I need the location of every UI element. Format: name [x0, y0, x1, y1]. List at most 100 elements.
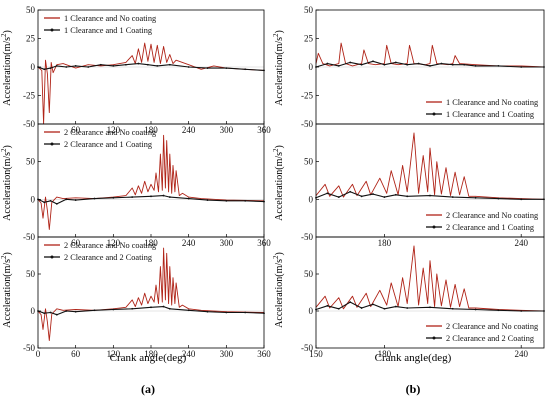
- data-point: [65, 66, 68, 68]
- y-tick-label: -25: [23, 91, 35, 101]
- data-point: [383, 196, 386, 198]
- data-point: [87, 66, 90, 68]
- data-point: [474, 196, 477, 199]
- data-point: [463, 63, 466, 66]
- legend-label: 1 Clearance and 1 Coating: [64, 26, 152, 35]
- data-point: [349, 61, 352, 64]
- data-point: [394, 61, 397, 64]
- data-point: [225, 199, 228, 202]
- ylabel-a1: Acceleration(m/s2): [0, 30, 13, 106]
- legend: 1 Clearance and No coating 1 Clearance an…: [44, 14, 156, 35]
- y-tick-label: 25: [26, 34, 36, 44]
- y-tick-label: 50: [26, 269, 36, 279]
- y-tick-label: 50: [26, 5, 36, 15]
- y-tick-label: -50: [301, 119, 313, 129]
- legend-label: 2 Clearance and No coating: [446, 322, 538, 331]
- panel-label-b: (b): [406, 382, 421, 396]
- data-point: [206, 310, 209, 313]
- plot-layer: 50 25 0 -25 -50 60 120 180 240 300 360 1 Clearance …: [23, 5, 545, 359]
- data-point: [497, 197, 500, 200]
- panel-b2: 50 0 -50 180 240 2 Clearance and No coating2 …: [301, 123, 545, 248]
- data-point: [156, 64, 159, 67]
- data-point: [49, 311, 52, 314]
- y-tick-label: 25: [304, 34, 314, 44]
- data-point: [43, 201, 46, 204]
- x-tick-label: 180: [144, 125, 158, 135]
- series-line-no_coating: [37, 247, 265, 342]
- legend-label: 2 Clearance and No coating: [64, 241, 156, 250]
- x-tick-label: 180: [144, 238, 158, 248]
- data-point: [520, 66, 523, 68]
- data-point: [162, 194, 165, 197]
- data-point: [360, 307, 363, 309]
- data-point: [383, 63, 386, 66]
- data-point: [187, 66, 190, 68]
- data-point: [168, 63, 171, 66]
- legend-label: 2 Clearance and 1 Coating: [64, 140, 152, 149]
- legend: 2 Clearance and No coating 2 Clearance an…: [426, 322, 538, 343]
- data-point: [337, 307, 340, 310]
- legend-marker: [432, 336, 436, 340]
- x-tick-label: 120: [107, 125, 121, 135]
- x-tick-label: 240: [514, 238, 528, 248]
- x-tick-label: 60: [71, 238, 81, 248]
- data-point: [150, 195, 152, 198]
- y-tick-label: 0: [31, 62, 36, 72]
- y-tick-label: -50: [23, 343, 35, 353]
- x-tick-label: 120: [107, 238, 121, 248]
- x-tick-label: 240: [514, 349, 528, 359]
- x-tick-label: 150: [309, 349, 323, 359]
- legend-marker: [432, 225, 436, 229]
- axes-frame: [315, 236, 545, 349]
- x-tick-label: 240: [182, 349, 196, 359]
- legend-marker: [50, 255, 54, 259]
- legend: 2 Clearance and No coating 2 Clearance an…: [44, 241, 156, 262]
- x-tick-label: 0: [36, 349, 41, 359]
- data-point: [244, 68, 247, 71]
- data-point: [520, 198, 523, 201]
- data-point: [225, 67, 228, 70]
- data-point: [74, 199, 77, 201]
- x-tick-label: 120: [107, 349, 121, 359]
- data-point: [326, 62, 329, 65]
- series-line-no_coating: [315, 42, 545, 68]
- data-point: [146, 63, 149, 66]
- data-point: [187, 309, 190, 312]
- data-point: [131, 307, 134, 310]
- x-tick-label: 300: [220, 349, 234, 359]
- data-point: [187, 197, 190, 200]
- x-tick-label: 180: [378, 238, 392, 248]
- y-tick-label: 0: [309, 194, 314, 204]
- data-point: [168, 196, 171, 198]
- y-tick-label: -50: [301, 232, 313, 242]
- data-point: [74, 310, 77, 313]
- axes-frame: [315, 123, 545, 238]
- data-point: [349, 190, 352, 193]
- legend: 2 Clearance and No coating 2 Clearance an…: [44, 128, 156, 149]
- data-point: [93, 309, 96, 312]
- data-point: [93, 197, 96, 200]
- legend-marker: [50, 142, 54, 146]
- data-point: [474, 64, 477, 67]
- x-tick-label: 240: [182, 125, 196, 135]
- data-point: [244, 199, 247, 202]
- data-point: [326, 192, 329, 195]
- ylabel-b1: Acceleration(m/s2): [272, 30, 285, 106]
- series-line-no_coating: [315, 132, 545, 200]
- data-point: [112, 308, 115, 311]
- data-point: [451, 63, 454, 66]
- data-point: [360, 63, 363, 66]
- data-point: [43, 312, 46, 315]
- y-tick-label: 50: [304, 157, 314, 167]
- legend: 1 Clearance and No coating 1 Clearance an…: [426, 98, 538, 119]
- legend: 2 Clearance and No coating 2 Clearance an…: [426, 211, 538, 232]
- data-point: [360, 195, 363, 198]
- panel-label-a: (a): [141, 382, 155, 396]
- data-point: [520, 310, 523, 312]
- data-point: [429, 64, 431, 67]
- legend-label: 2 Clearance and 1 Coating: [446, 223, 534, 232]
- legend-marker: [432, 112, 436, 116]
